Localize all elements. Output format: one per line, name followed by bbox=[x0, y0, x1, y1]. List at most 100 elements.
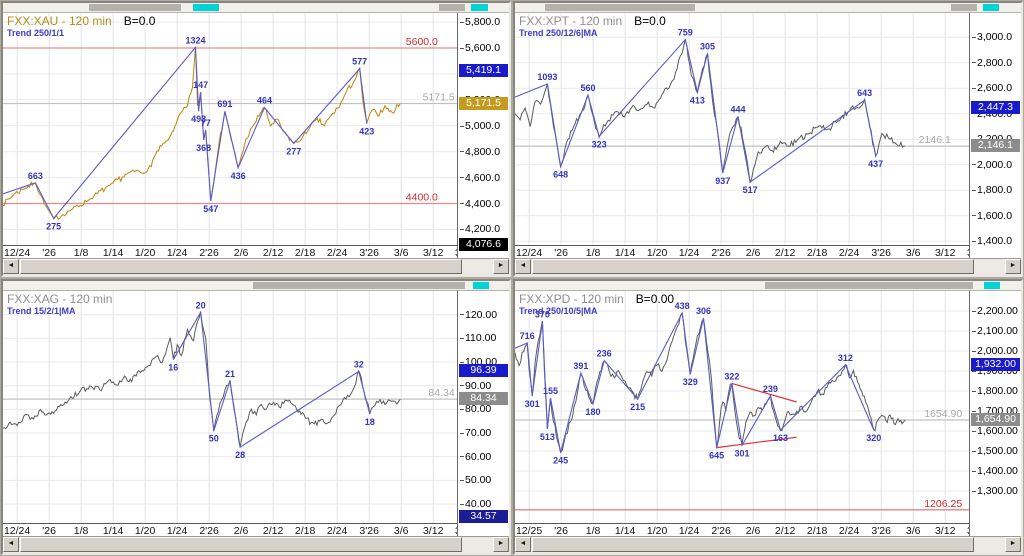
trend-study-label: Trend 15/2/1|MA bbox=[7, 306, 76, 316]
chart-plot-area[interactable]: 1093 648 560 323 759 413 305 937 444 517 643 437 214… bbox=[515, 13, 969, 245]
price-axis[interactable]: 5,800.05,600.05,400.05,200.05,000.04,800… bbox=[457, 13, 509, 259]
topbar-marker[interactable] bbox=[471, 4, 488, 11]
zigzag-label: 50 bbox=[209, 434, 219, 444]
b-value-label: B=0.0 bbox=[123, 14, 156, 28]
scroll-left-arrow-icon[interactable]: ◄ bbox=[3, 537, 19, 552]
zigzag-label: 560 bbox=[580, 83, 595, 93]
trendline bbox=[731, 382, 797, 403]
x-axis-label: 3'26 bbox=[871, 525, 891, 537]
zigzag-label: 759 bbox=[678, 28, 693, 38]
x-axis-label: 3/12 bbox=[934, 247, 956, 259]
topbar-marker[interactable] bbox=[984, 282, 1000, 289]
zigzag-label: 547 bbox=[203, 204, 218, 214]
zigzag-label: 436 bbox=[231, 171, 246, 181]
zigzag-label: 444 bbox=[730, 104, 745, 114]
symbol-title: FXX:XAG - 120 min bbox=[7, 292, 113, 306]
y-axis-tick: 70.00 bbox=[460, 427, 491, 439]
x-axis-label: '26 bbox=[42, 247, 56, 259]
x-axis-label: 1/20 bbox=[646, 247, 668, 259]
trend-study-label: Trend 250/1/1 bbox=[7, 28, 65, 38]
x-axis-label: 1/24 bbox=[166, 525, 188, 537]
topbar-marker[interactable] bbox=[473, 282, 489, 289]
x-axis-label: 2/6 bbox=[233, 525, 249, 537]
zigzag-label: 305 bbox=[700, 41, 715, 51]
zigzag-label: 1093 bbox=[537, 72, 557, 82]
y-axis-tick: 1,800.00 bbox=[972, 385, 1018, 397]
chart-title: FXX:XAU - 120 min B=0.0 bbox=[7, 14, 155, 28]
zigzag-label: 323 bbox=[592, 139, 607, 149]
zigzag-label: 155 bbox=[543, 386, 558, 396]
scrollbar-thumb[interactable] bbox=[532, 537, 974, 552]
zigzag-label: 370 bbox=[535, 309, 550, 319]
scroll-left-arrow-icon[interactable]: ◄ bbox=[515, 259, 531, 274]
x-axis-label: 2'26 bbox=[199, 247, 219, 259]
topbar-thumb[interactable] bbox=[89, 4, 181, 11]
x-axis-label: 1/14 bbox=[614, 247, 636, 259]
price-axis[interactable]: 3,000.02,800.02,600.02,400.02,200.02,000… bbox=[969, 13, 1021, 259]
topbar-thumb[interactable] bbox=[253, 282, 465, 289]
chart-topbar[interactable] bbox=[515, 3, 1021, 13]
topbar-thumb[interactable] bbox=[439, 4, 465, 11]
zigzag-label: 28 bbox=[235, 450, 245, 460]
x-axis-label: 1/24 bbox=[166, 247, 188, 259]
chart-topbar[interactable] bbox=[3, 281, 509, 291]
scroll-right-arrow-icon[interactable]: ► bbox=[1005, 259, 1021, 274]
topbar-thumb[interactable] bbox=[765, 282, 973, 289]
topbar-thumb[interactable] bbox=[951, 4, 977, 11]
x-axis-label: 1/8 bbox=[585, 525, 601, 537]
chart-plot-area[interactable]: 716 301 370 513 155 245 391 180 236 215 438 329 306 6… bbox=[515, 291, 969, 523]
price-level-label: 1206.25 bbox=[924, 498, 962, 510]
trendline bbox=[716, 436, 797, 449]
zigzag-line bbox=[515, 38, 877, 184]
topbar-marker[interactable] bbox=[983, 4, 999, 11]
price-series-line bbox=[3, 46, 401, 221]
x-axis-label: 2/12 bbox=[262, 247, 284, 259]
zigzag-label: 21 bbox=[225, 369, 235, 379]
scrollbar-thumb[interactable] bbox=[20, 259, 462, 274]
zigzag-label: 1324 bbox=[185, 35, 205, 45]
y-axis-tick: 110.00 bbox=[460, 332, 496, 344]
x-axis-label: 2/18 bbox=[294, 525, 316, 537]
scroll-left-arrow-icon[interactable]: ◄ bbox=[515, 537, 531, 552]
zigzag-label: 147 bbox=[193, 80, 208, 90]
chart-topbar[interactable] bbox=[3, 3, 509, 13]
y-axis-tick: 1,400.00 bbox=[972, 465, 1018, 477]
price-axis[interactable]: 2,200.00 2,100.00 2,000.00 1,900.00 1,800.00… bbox=[969, 291, 1021, 537]
scroll-right-arrow-icon[interactable]: ► bbox=[493, 259, 509, 274]
time-scrollbar[interactable]: ◄ ► bbox=[515, 536, 1021, 553]
time-scrollbar[interactable]: ◄ ► bbox=[515, 258, 1021, 275]
scrollbar-thumb[interactable] bbox=[20, 537, 462, 552]
x-axis-label: 2'26 bbox=[711, 247, 731, 259]
price-level-label: 4400.0 bbox=[406, 192, 438, 204]
scroll-right-arrow-icon[interactable]: ► bbox=[1005, 537, 1021, 552]
zigzag-label: 423 bbox=[359, 127, 374, 137]
price-level-label: 1654.90 bbox=[924, 408, 962, 420]
topbar-thumb[interactable] bbox=[545, 4, 695, 11]
topbar-marker[interactable] bbox=[193, 4, 219, 11]
zigzag-label: 301 bbox=[734, 448, 749, 458]
y-axis-tick: 4,600.0 bbox=[460, 172, 500, 184]
chart-plot-area[interactable]: 16 20 50 21 28 32 18 84.34 bbox=[3, 291, 457, 523]
x-axis-label: '26 bbox=[554, 525, 568, 537]
price-badge: 96.39 bbox=[459, 363, 508, 377]
chart-topbar[interactable] bbox=[515, 281, 1021, 291]
chart-plot-area[interactable]: 663 275 1324 493 147 368 77 547 691 436 464 277 577 4… bbox=[3, 13, 457, 245]
zigzag-label: 716 bbox=[520, 331, 535, 341]
y-axis-tick: 60.00 bbox=[460, 451, 491, 463]
time-scrollbar[interactable]: ◄ ► bbox=[3, 536, 509, 553]
x-axis-label: 2/24 bbox=[838, 525, 860, 537]
chart-window-fxx-xpd: 716 301 370 513 155 245 391 180 236 215 438 329 306 6… bbox=[513, 279, 1023, 555]
x-axis-label: 1/8 bbox=[73, 525, 89, 537]
price-badge: 1,932.00 bbox=[971, 357, 1020, 371]
zigzag-line bbox=[3, 45, 368, 220]
price-axis[interactable]: 120.00 110.00 100.00 90.00 80.00 70.00 60.00 50… bbox=[457, 291, 509, 537]
x-axis-label: 2/6 bbox=[745, 247, 761, 259]
x-axis-label: 2/18 bbox=[294, 247, 316, 259]
scrollbar-thumb[interactable] bbox=[532, 259, 974, 274]
zigzag-label: 464 bbox=[257, 96, 272, 106]
zigzag-label: 236 bbox=[597, 349, 612, 359]
zigzag-label: 320 bbox=[866, 433, 881, 443]
scroll-left-arrow-icon[interactable]: ◄ bbox=[3, 259, 19, 274]
scroll-right-arrow-icon[interactable]: ► bbox=[493, 537, 509, 552]
time-scrollbar[interactable]: ◄ ► bbox=[3, 258, 509, 275]
